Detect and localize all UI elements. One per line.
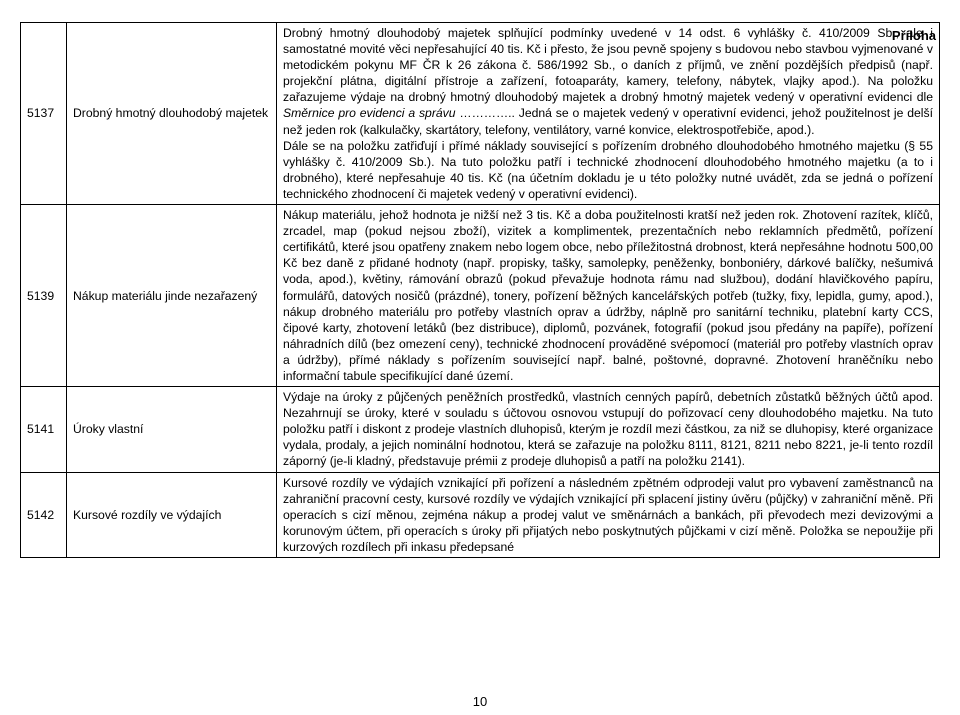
row-code: 5141 <box>21 387 67 472</box>
page-number: 10 <box>0 694 960 709</box>
row-description: Kursové rozdíly ve výdajích vznikající p… <box>277 472 940 557</box>
row-code: 5142 <box>21 472 67 557</box>
row-name: Drobný hmotný dlouhodobý majetek <box>67 23 277 205</box>
row-name: Kursové rozdíly ve výdajích <box>67 472 277 557</box>
row-description: Drobný hmotný dlouhodobý majetek splňují… <box>277 23 940 205</box>
row-name: Úroky vlastní <box>67 387 277 472</box>
row-description: Výdaje na úroky z půjčených peněžních pr… <box>277 387 940 472</box>
table-row: 5139Nákup materiálu jinde nezařazenýNáku… <box>21 205 940 387</box>
document-page: Příloha 5137Drobný hmotný dlouhodobý maj… <box>0 22 960 715</box>
table-row: 5137Drobný hmotný dlouhodobý majetekDrob… <box>21 23 940 205</box>
row-name: Nákup materiálu jinde nezařazený <box>67 205 277 387</box>
table-row: 5142Kursové rozdíly ve výdajíchKursové r… <box>21 472 940 557</box>
table-row: 5141Úroky vlastníVýdaje na úroky z půjče… <box>21 387 940 472</box>
row-code: 5139 <box>21 205 67 387</box>
row-code: 5137 <box>21 23 67 205</box>
row-description: Nákup materiálu, jehož hodnota je nižší … <box>277 205 940 387</box>
attachment-label: Příloha <box>892 28 936 43</box>
main-table: 5137Drobný hmotný dlouhodobý majetekDrob… <box>20 22 940 558</box>
